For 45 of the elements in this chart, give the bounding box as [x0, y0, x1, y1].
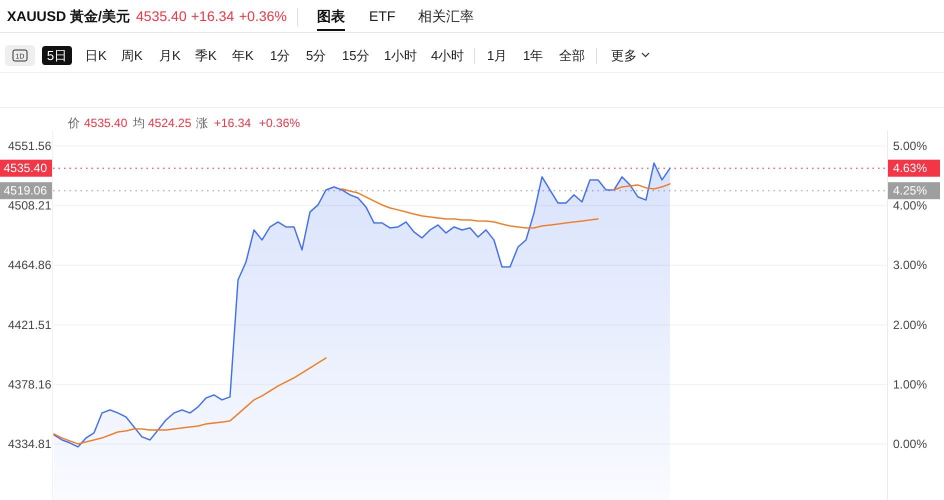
text: 15分	[342, 48, 370, 63]
text: 1年	[523, 48, 544, 63]
y2-tick-label: 4.00%	[893, 198, 928, 213]
text: 均	[132, 116, 145, 130]
text: 季K	[195, 48, 217, 63]
text: 日K	[85, 48, 107, 63]
text: 相关汇率	[418, 8, 474, 24]
text: 4535.40	[136, 8, 187, 24]
text: 4小时	[431, 48, 464, 63]
y2-tick-label: 1.00%	[893, 377, 928, 392]
y2-tick-label: 3.00%	[893, 258, 928, 272]
chart-title: XAUUSD 黃金/美元	[7, 8, 130, 24]
y-tick-label: 4334.81	[8, 437, 52, 452]
text: +0.36%	[239, 8, 287, 24]
y-tick-label: 4551.56	[8, 139, 52, 154]
y-tick-label: 4464.86	[8, 258, 52, 272]
text: 更多	[611, 48, 637, 63]
text: +16.34	[214, 116, 252, 130]
text: 1小时	[384, 48, 418, 63]
y-tick-label: 4508.21	[8, 198, 52, 213]
text: 价	[67, 116, 80, 130]
ref-line-label: 4535.40	[4, 161, 48, 176]
text: 4.63%	[893, 161, 928, 176]
y-tick-label: 4421.51	[8, 318, 52, 332]
y-tick-label: 4378.16	[8, 377, 52, 392]
y2-tick-label: 0.00%	[893, 436, 928, 451]
y2-tick-label: 5.00%	[893, 139, 928, 154]
text: 图表	[317, 8, 346, 24]
y2-tick-label: 2.00%	[893, 318, 928, 332]
text: 周K	[121, 48, 143, 63]
text: 全部	[559, 48, 585, 63]
text: +0.36%	[259, 116, 300, 130]
text: 1月	[487, 48, 508, 63]
text: 4524.25	[148, 116, 192, 130]
text: 4.25%	[893, 184, 928, 198]
text: 5分	[306, 48, 326, 63]
text: 5日	[46, 48, 68, 63]
text: 4535.40	[84, 116, 128, 130]
text: ETF	[369, 8, 396, 24]
text: +16.34	[191, 8, 234, 24]
ref-line-label: 4519.06	[4, 184, 48, 198]
text: 月K	[159, 48, 181, 63]
text: 涨	[196, 116, 208, 130]
text: 年K	[232, 48, 254, 63]
text: 1分	[270, 48, 290, 63]
